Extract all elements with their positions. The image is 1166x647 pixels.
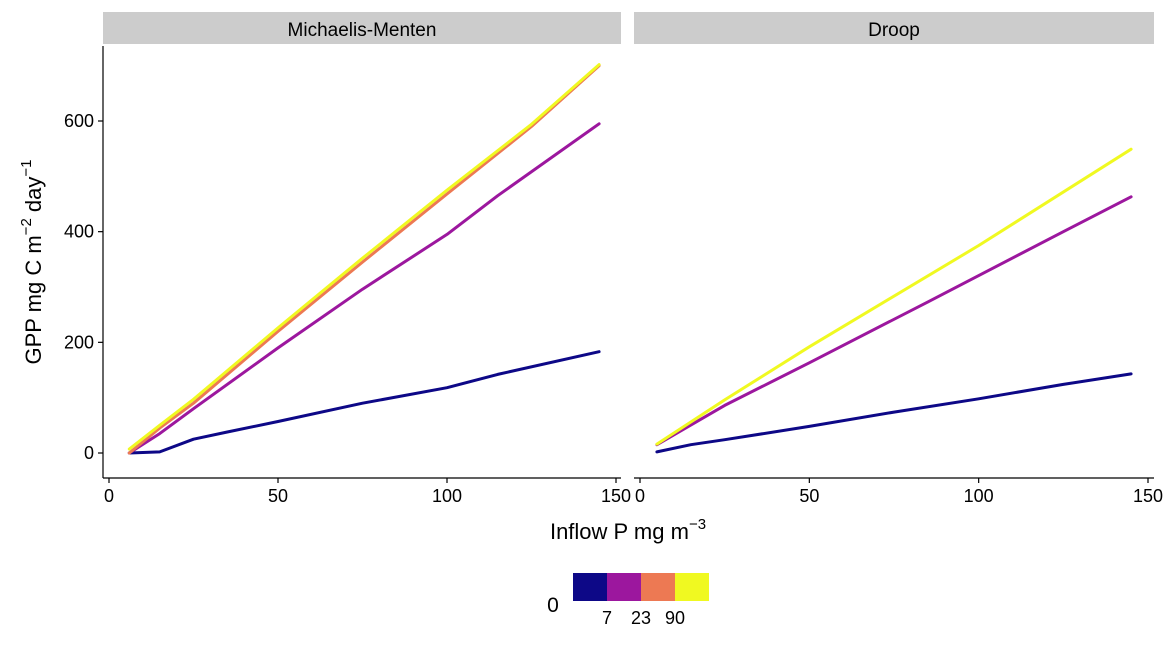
panel-droop: Droop 0 50 100 150 bbox=[634, 12, 1163, 506]
legend-swatch-3 bbox=[675, 573, 709, 601]
x-tick-label: 0 bbox=[104, 486, 114, 506]
y-axis-title: GPP mg C m−2 day−1 bbox=[18, 160, 46, 365]
x-ticks: 0 50 100 150 bbox=[635, 478, 1163, 506]
panel-title: Michaelis-Menten bbox=[288, 20, 437, 41]
y-tick-label: 600 bbox=[64, 111, 94, 131]
y-tick-label: 400 bbox=[64, 222, 94, 242]
series-line-2 bbox=[655, 147, 1133, 446]
legend-swatch-2 bbox=[641, 573, 675, 601]
series-layer bbox=[655, 147, 1133, 454]
series-line-2 bbox=[127, 64, 601, 455]
legend-swatches bbox=[573, 573, 709, 601]
y-tick-label: 0 bbox=[84, 443, 94, 463]
panel-title: Droop bbox=[868, 20, 920, 41]
panel-strip bbox=[103, 12, 621, 44]
legend-labels: 7 23 90 bbox=[602, 608, 685, 628]
x-tick-label: 150 bbox=[1133, 486, 1163, 506]
series-line-1 bbox=[127, 122, 601, 455]
panel-michaelis-menten: Michaelis-Menten 0 50 100 150 0 200 400 600 bbox=[64, 12, 631, 506]
x-axis-title: Inflow P mg m−3 bbox=[550, 516, 706, 544]
y-ticks: 0 200 400 600 bbox=[64, 111, 103, 463]
legend-label-0: 7 bbox=[602, 608, 612, 628]
legend-label-2: 90 bbox=[665, 608, 685, 628]
series-line-0 bbox=[655, 372, 1133, 454]
series-line-0 bbox=[127, 350, 601, 455]
series-line-3 bbox=[127, 63, 601, 451]
x-tick-label: 150 bbox=[601, 486, 631, 506]
legend-swatch-0 bbox=[573, 573, 607, 601]
legend: 0 7 23 90 bbox=[547, 573, 709, 628]
legend-title: 0 bbox=[547, 594, 559, 617]
series-line-1 bbox=[655, 195, 1133, 447]
legend-label-1: 23 bbox=[631, 608, 651, 628]
y-tick-label: 200 bbox=[64, 332, 94, 352]
x-tick-label: 50 bbox=[799, 486, 819, 506]
series-layer bbox=[127, 63, 601, 455]
x-tick-label: 50 bbox=[268, 486, 288, 506]
x-tick-label: 0 bbox=[635, 486, 645, 506]
panel-strip bbox=[634, 12, 1154, 44]
legend-swatch-1 bbox=[607, 573, 641, 601]
x-ticks: 0 50 100 150 bbox=[104, 478, 631, 506]
x-tick-label: 100 bbox=[432, 486, 462, 506]
x-tick-label: 100 bbox=[964, 486, 994, 506]
